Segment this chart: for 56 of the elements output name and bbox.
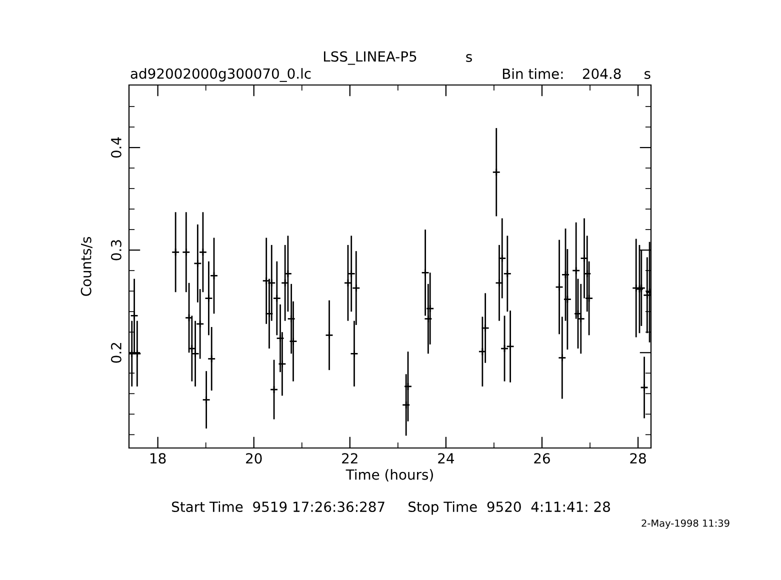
point [582, 270, 592, 278]
point [498, 254, 506, 262]
text: s [466, 54, 472, 62]
x-tick-label: 26 [534, 453, 550, 464]
text: ad92002000g300070_0.lc [130, 68, 311, 82]
x-axis-title: Time (hours) [346, 469, 433, 482]
point [640, 383, 648, 392]
point [492, 168, 501, 176]
point [171, 248, 180, 256]
point [503, 270, 512, 278]
y-tick-label: 0.2 [110, 342, 122, 363]
point [580, 254, 588, 262]
point [289, 337, 298, 346]
x-tick-label: 18 [150, 453, 166, 464]
point [572, 266, 580, 275]
point [637, 284, 646, 292]
chart-title: LSS_LINEA-P5 [324, 51, 416, 65]
point [265, 310, 274, 318]
point [278, 360, 286, 368]
point [561, 270, 570, 279]
point [270, 385, 278, 394]
point [325, 331, 334, 340]
point [563, 295, 572, 304]
point [198, 248, 208, 256]
point [555, 282, 564, 292]
point [204, 294, 213, 302]
point [207, 354, 216, 363]
x-tick-label: 20 [246, 453, 262, 464]
point [287, 314, 296, 323]
point [284, 270, 292, 278]
point [280, 278, 290, 288]
x-tick-label: 28 [630, 453, 646, 464]
point [421, 268, 430, 277]
point [202, 396, 210, 404]
point [402, 400, 410, 410]
text: Start Time 9519 17:26:36:287 Stop Time 9520 4:11:41: 28 [172, 501, 610, 515]
point [495, 278, 504, 288]
y-axis-title: Counts/s [80, 236, 92, 296]
point [481, 324, 490, 332]
point [404, 382, 412, 391]
point [352, 284, 360, 292]
point [350, 349, 358, 358]
point [130, 312, 138, 320]
point [182, 248, 190, 256]
point [194, 259, 202, 268]
x-tick-label: 22 [342, 453, 358, 464]
point [426, 304, 434, 313]
point [272, 294, 282, 302]
x-tick-label: 24 [438, 453, 454, 464]
text: 2-May-1998 11:39 [642, 519, 730, 529]
y-tick-label: 0.3 [110, 240, 122, 260]
y-tick-label: 0.4 [110, 137, 122, 158]
point [210, 272, 218, 280]
text: Bin time: 204.8 s [502, 68, 650, 80]
point [129, 349, 136, 358]
point [558, 354, 566, 362]
